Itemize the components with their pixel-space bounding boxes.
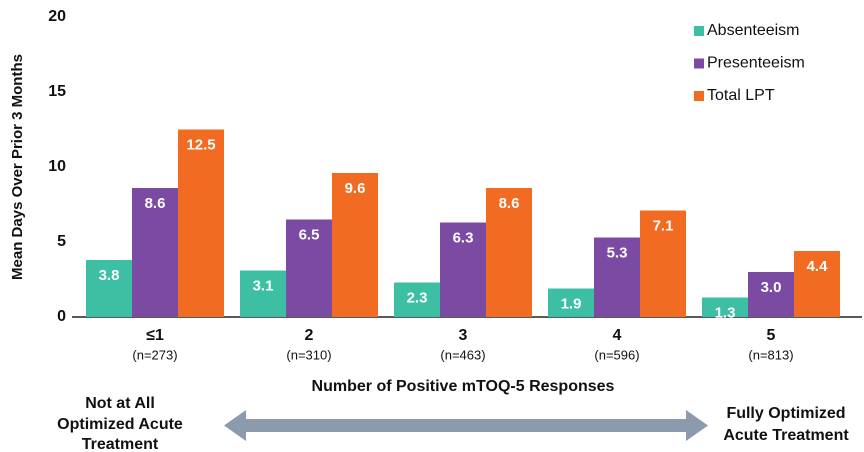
bar xyxy=(548,288,594,317)
value-label: 1.9 xyxy=(561,295,582,312)
bar xyxy=(332,173,378,317)
legend-swatch xyxy=(694,91,704,101)
annotation: Acute Treatment xyxy=(723,427,849,444)
x-tick-sublabel: (n=463) xyxy=(440,347,485,362)
arrow-head xyxy=(224,410,246,441)
x-tick-sublabel: (n=813) xyxy=(748,347,793,362)
x-tick-label: 4 xyxy=(613,327,622,344)
value-label: 12.5 xyxy=(186,136,215,153)
bar xyxy=(640,210,686,317)
bar xyxy=(794,251,840,317)
annotation: Not at All xyxy=(85,395,155,412)
legend-label: Presenteeism xyxy=(707,55,805,72)
y-tick-label: 5 xyxy=(57,233,66,250)
arrow-head xyxy=(686,410,708,441)
x-tick-sublabel: (n=596) xyxy=(594,347,639,362)
y-axis-title: Mean Days Over Prior 3 Months xyxy=(9,54,26,280)
bar xyxy=(702,297,748,317)
bar xyxy=(240,270,286,317)
annotation: Treatment xyxy=(82,436,159,452)
bar xyxy=(286,219,332,317)
bar xyxy=(440,222,486,317)
x-tick-label: 2 xyxy=(305,327,314,344)
annotation: Optimized Acute xyxy=(57,416,183,433)
x-tick-sublabel: (n=273) xyxy=(132,347,177,362)
x-tick-sublabel: (n=310) xyxy=(286,347,331,362)
bar xyxy=(86,260,132,317)
y-tick-label: 0 xyxy=(57,308,66,325)
x-tick-label: 5 xyxy=(767,327,776,344)
value-label: 3.0 xyxy=(761,279,782,296)
value-label: 3.1 xyxy=(253,277,274,294)
x-axis-title: Number of Positive mTOQ-5 Responses xyxy=(312,378,615,395)
bar xyxy=(132,188,178,317)
bar xyxy=(748,272,794,317)
value-label: 8.6 xyxy=(499,195,520,212)
legend-swatch xyxy=(694,26,704,36)
value-label: 6.3 xyxy=(453,229,474,246)
range-arrow xyxy=(224,410,708,441)
legend-swatch xyxy=(694,58,704,69)
value-label: 1.3 xyxy=(715,304,736,321)
value-label: 3.8 xyxy=(99,267,120,284)
bar xyxy=(594,237,640,317)
annotation: Fully Optimized xyxy=(726,405,845,422)
bar xyxy=(178,129,224,317)
value-label: 9.6 xyxy=(345,180,366,197)
x-tick-label: ≤1 xyxy=(146,327,164,344)
value-label: 8.6 xyxy=(145,195,166,212)
legend-label: Total LPT xyxy=(707,87,775,104)
bar xyxy=(394,282,440,317)
y-tick-label: 20 xyxy=(48,8,66,25)
legend-label: Absenteeism xyxy=(707,22,800,39)
value-label: 6.5 xyxy=(299,226,320,243)
bar xyxy=(486,188,532,317)
value-label: 2.3 xyxy=(407,289,428,306)
y-tick-label: 10 xyxy=(48,158,66,175)
value-label: 5.3 xyxy=(607,244,628,261)
y-tick-label: 15 xyxy=(48,83,66,100)
arrow-shaft xyxy=(240,419,692,432)
value-label: 4.4 xyxy=(807,258,829,275)
x-tick-label: 3 xyxy=(459,327,468,344)
value-label: 7.1 xyxy=(653,217,674,234)
